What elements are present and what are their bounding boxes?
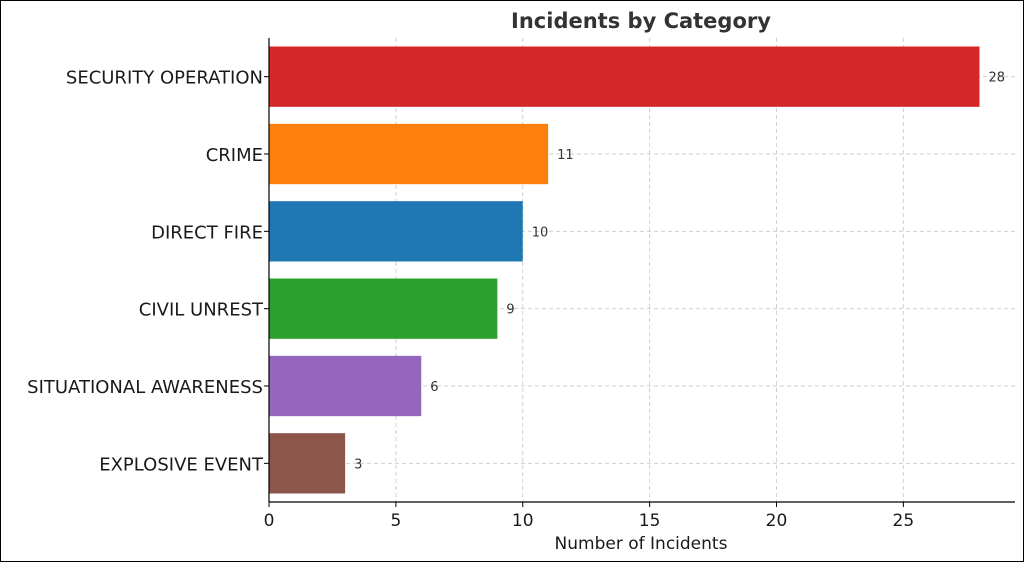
data-label: 6 <box>430 380 438 395</box>
x-axis-label: Number of Incidents <box>555 534 728 554</box>
x-tick-label: 10 <box>512 511 534 531</box>
x-tick-label: 0 <box>264 511 275 531</box>
grid-lines <box>268 38 1015 502</box>
x-tick-label: 5 <box>390 511 401 531</box>
bar-explosive-event <box>269 433 346 494</box>
axes: SECURITY OPERATION CRIME DIRECT FIRE CIVIL … <box>27 38 1015 531</box>
x-tick-label: 20 <box>766 511 788 531</box>
category-label: CIVIL UNREST <box>139 300 264 321</box>
category-label: EXPLOSIVE EVENT <box>99 454 264 475</box>
bar-civil-unrest <box>269 278 498 339</box>
x-tick-label: 15 <box>639 511 661 531</box>
data-label: 3 <box>354 457 362 472</box>
data-label: 28 <box>988 71 1005 86</box>
bar-direct-fire <box>269 201 523 262</box>
x-tick-label: 25 <box>893 511 915 531</box>
bar-crime <box>269 123 549 185</box>
bars: 28 11 10 9 6 3 <box>269 46 1005 494</box>
bar-situational-awareness <box>269 355 422 417</box>
data-label: 10 <box>532 225 549 240</box>
category-label: SECURITY OPERATION <box>66 68 263 89</box>
bar-security-operation <box>269 46 980 107</box>
chart-title: Incidents by Category <box>511 9 771 33</box>
category-label: SITUATIONAL AWARENESS <box>27 377 263 398</box>
data-label: 11 <box>557 148 574 163</box>
category-label: CRIME <box>206 145 263 166</box>
data-label: 9 <box>506 303 514 318</box>
category-label: DIRECT FIRE <box>151 222 263 243</box>
